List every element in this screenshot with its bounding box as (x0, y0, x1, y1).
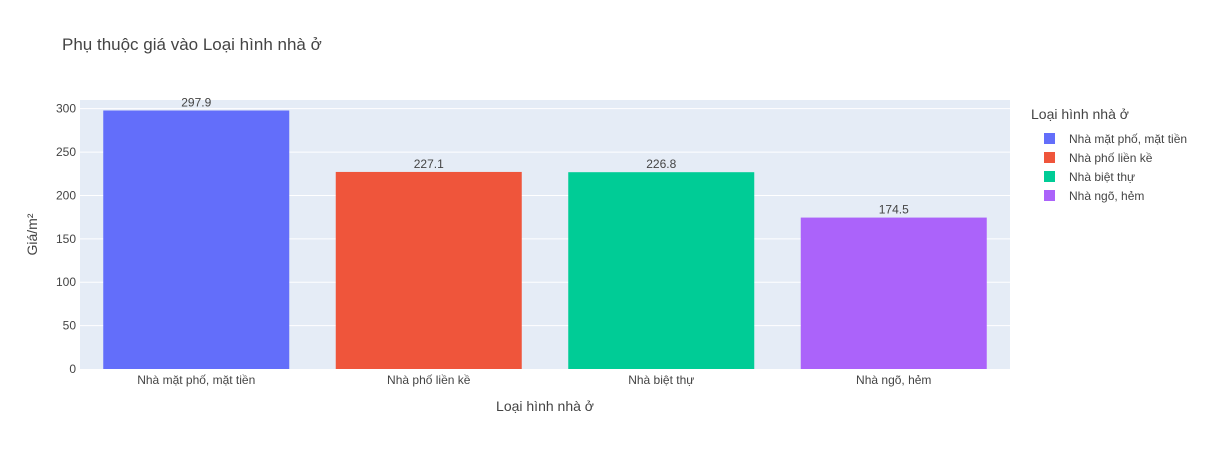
legend-item[interactable]: Nhà ngõ, hẻm (1044, 189, 1144, 203)
y-tick-label: 0 (69, 362, 76, 376)
bar (800, 217, 987, 369)
x-tick-label: Nhà phố liền kề (387, 373, 471, 387)
legend-title: Loại hình nhà ở (1031, 106, 1129, 122)
x-tick-label: Nhà mặt phố, mặt tiền (137, 373, 255, 387)
legend-item[interactable]: Nhà phố liền kề (1044, 151, 1153, 165)
y-tick-label: 250 (56, 145, 76, 159)
legend-item[interactable]: Nhà biệt thự (1044, 170, 1135, 184)
bar-value-label: 226.8 (646, 157, 676, 171)
bar (103, 110, 290, 369)
y-axis-title: Giá/m² (24, 213, 40, 255)
y-tick-label: 200 (56, 188, 76, 202)
value-labels: 297.9 227.1 226.8 174.5 (181, 95, 909, 216)
legend-label: Nhà biệt thự (1069, 170, 1135, 184)
legend-label: Nhà phố liền kề (1069, 151, 1153, 165)
y-axis-ticks: 0 50 100 150 200 250 300 (56, 102, 76, 376)
y-tick-label: 150 (56, 232, 76, 246)
legend-swatch (1044, 133, 1055, 144)
bar (568, 172, 755, 369)
bars (103, 110, 987, 369)
legend-label: Nhà mặt phố, mặt tiền (1069, 132, 1187, 146)
x-tick-label: Nhà biệt thự (628, 373, 694, 387)
bar (335, 171, 522, 369)
legend-swatch (1044, 190, 1055, 201)
bar-value-label: 297.9 (181, 95, 211, 109)
y-tick-label: 50 (63, 319, 77, 333)
legend-label: Nhà ngõ, hẻm (1069, 189, 1144, 203)
y-tick-label: 100 (56, 275, 76, 289)
legend-swatch (1044, 171, 1055, 182)
x-axis-title: Loại hình nhà ở (496, 398, 594, 414)
bar-value-label: 227.1 (414, 157, 444, 171)
x-axis-ticks: Nhà mặt phố, mặt tiền Nhà phố liền kề Nhà … (137, 373, 931, 387)
legend: Loại hình nhà ở Nhà mặt phố, mặt tiền Nhà… (1031, 106, 1187, 203)
legend-item[interactable]: Nhà mặt phố, mặt tiền (1044, 132, 1187, 146)
legend-swatch (1044, 152, 1055, 163)
x-tick-label: Nhà ngõ, hẻm (856, 373, 931, 387)
chart-title: Phụ thuộc giá vào Loại hình nhà ở (62, 35, 322, 54)
y-tick-label: 300 (56, 102, 76, 116)
bar-value-label: 174.5 (879, 203, 909, 217)
